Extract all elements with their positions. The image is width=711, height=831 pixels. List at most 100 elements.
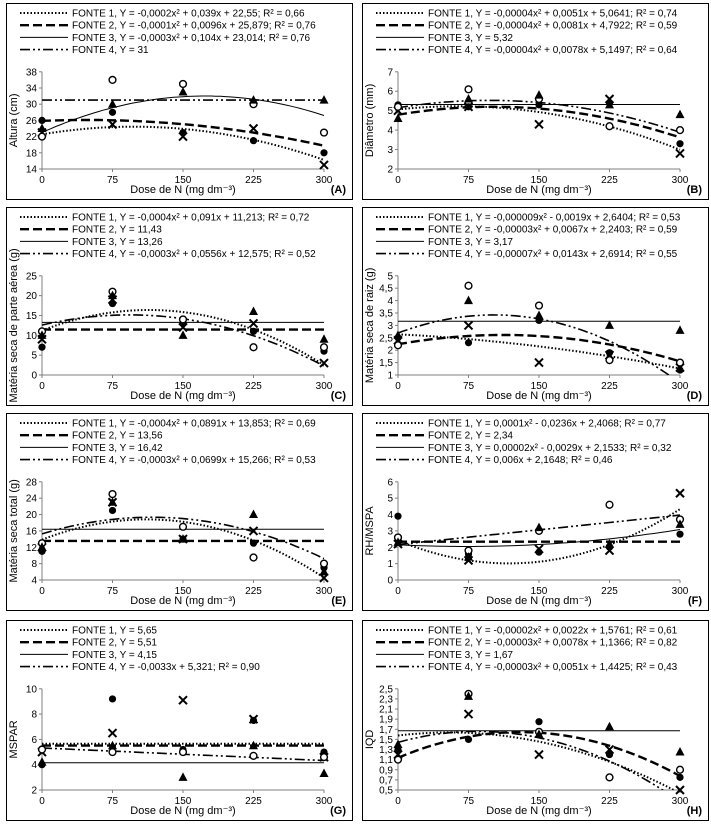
panel-letter: (B) xyxy=(687,184,703,196)
x-tick-label: 225 xyxy=(601,381,618,392)
y-tick-label: 1,7 xyxy=(379,725,393,736)
point-fonte4 xyxy=(393,537,403,546)
point-fonte3 xyxy=(319,343,329,352)
x-axis-title: Dose de N (mg dm⁻³) xyxy=(486,595,591,607)
point-fonte1 xyxy=(249,327,258,335)
point-fonte2 xyxy=(534,544,544,554)
fit-curve-3 xyxy=(398,529,681,547)
y-tick-label: 4 xyxy=(31,576,37,587)
y-tick-label: 4,5 xyxy=(379,284,393,295)
legend: FONTE 1, Y = -0,000009x² - 0,0019x + 2,6… xyxy=(376,213,681,260)
y-tick-label: 0,9 xyxy=(379,765,393,776)
data-points xyxy=(393,689,685,795)
y-tick-label: 3,5 xyxy=(379,309,393,320)
legend-item: FONTE 3, Y = 5,32 xyxy=(376,33,513,44)
y-tick-label: 24 xyxy=(26,494,38,505)
point-fonte3 xyxy=(675,765,685,774)
y-tick-label: 8 xyxy=(31,710,37,721)
legend-label-3: FONTE 3, Y = 0,00002x² - 0,0029x + 2,153… xyxy=(428,443,672,454)
point-fonte2 xyxy=(178,695,188,705)
legend-item: FONTE 1, Y = -0,00004x² + 0,0051x + 5,06… xyxy=(376,9,678,20)
point-fonte1 xyxy=(108,108,117,116)
legend-label-1: FONTE 1, Y = -0,00004x² + 0,0051x + 5,06… xyxy=(428,9,678,20)
x-axis-title: Dose de N (mg dm⁻³) xyxy=(130,390,235,402)
point-fonte4 xyxy=(605,721,614,731)
x-tick-label: 300 xyxy=(672,175,689,186)
point-fonte2 xyxy=(248,123,259,134)
point-fonte2 xyxy=(675,785,685,795)
legend-label-4: FONTE 4, Y = -0,0003x² + 0,0556x + 12,57… xyxy=(72,249,316,260)
x-tick-label: 300 xyxy=(672,586,689,597)
point-fonte1 xyxy=(249,137,258,145)
y-tick-label: 4 xyxy=(387,296,393,307)
point-fonte2 xyxy=(178,131,188,142)
x-tick-label: 75 xyxy=(107,175,119,186)
y-axis-title: MSPAR xyxy=(8,720,20,758)
x-tick-label: 0 xyxy=(39,381,45,392)
point-fonte3 xyxy=(178,79,188,89)
x-axis-title: Dose de N (mg dm⁻³) xyxy=(130,184,235,196)
y-tick-label: 8 xyxy=(31,559,37,570)
x-axis-title: Dose de N (mg dm⁻³) xyxy=(486,805,591,817)
point-fonte3 xyxy=(675,126,685,135)
panel-frame xyxy=(6,3,353,200)
x-tick-label: 225 xyxy=(601,586,618,597)
legend-label-4: FONTE 4, Y = -0,0033x + 5,321; R² = 0,90 xyxy=(72,662,260,673)
panel-b: FONTE 1, Y = -0,00004x² + 0,0051x + 5,06… xyxy=(362,3,709,200)
point-fonte4 xyxy=(675,519,685,528)
point-fonte3 xyxy=(108,747,117,757)
legend-item: FONTE 3, Y = 4,15 xyxy=(20,650,157,661)
data-points xyxy=(393,85,685,159)
point-fonte4 xyxy=(108,497,117,506)
point-fonte3 xyxy=(464,281,473,290)
legend: FONTE 1, Y = -0,00004x² + 0,0051x + 5,06… xyxy=(376,9,678,56)
panel-frame xyxy=(6,620,353,821)
y-tick-label: 3 xyxy=(387,145,393,156)
point-fonte3 xyxy=(319,559,329,568)
point-fonte3 xyxy=(37,132,47,141)
point-fonte3 xyxy=(534,301,544,310)
y-tick-label: 0,7 xyxy=(379,775,393,786)
y-tick-label: 2,5 xyxy=(379,333,393,344)
x-tick-label: 150 xyxy=(175,175,192,186)
point-fonte2 xyxy=(248,318,259,329)
point-fonte4 xyxy=(178,772,188,781)
x-tick-label: 0 xyxy=(395,381,401,392)
legend-item: FONTE 1, Y = -0,0002x² + 0,039x + 22,55;… xyxy=(20,9,305,20)
y-tick-label: 5 xyxy=(387,106,393,117)
data-points xyxy=(37,287,329,368)
fit-curve-1 xyxy=(398,508,681,565)
point-fonte4 xyxy=(393,113,403,122)
point-fonte1 xyxy=(249,539,258,547)
legend-item: FONTE 1, Y = 0,0001x² - 0,0236x + 2,4068… xyxy=(376,419,666,430)
legend-item: FONTE 4, Y = 0,006x + 2,1648; R² = 0,46 xyxy=(376,455,613,466)
point-fonte3 xyxy=(319,128,329,137)
legend-label-3: FONTE 3, Y = 1,67 xyxy=(428,650,513,661)
point-fonte3 xyxy=(319,753,329,762)
panel-frame xyxy=(6,413,353,611)
point-fonte4 xyxy=(108,99,117,108)
panel-letter: (G) xyxy=(330,805,346,817)
legend-item: FONTE 2, Y = -0,00003x² + 0,0078x + 1,13… xyxy=(376,638,678,649)
point-fonte2 xyxy=(675,148,685,159)
point-fonte3 xyxy=(393,341,403,350)
fit-curve-2 xyxy=(42,118,325,147)
point-fonte4 xyxy=(319,768,329,778)
panel-frame xyxy=(362,3,709,200)
legend-item: FONTE 3, Y = 16,42 xyxy=(20,443,163,454)
legend-label-4: FONTE 4, Y = 31 xyxy=(72,45,149,56)
point-fonte4 xyxy=(249,306,258,316)
y-axis-title: Diâmetro (mm) xyxy=(364,84,376,157)
point-fonte1 xyxy=(535,101,543,109)
legend-item: FONTE 4, Y = 31 xyxy=(20,45,149,56)
y-tick-label: 12 xyxy=(26,543,38,554)
x-axis-title: Dose de N (mg dm⁻³) xyxy=(130,805,235,817)
legend-item: FONTE 1, Y = 5,65 xyxy=(20,626,157,637)
y-tick-label: 2 xyxy=(31,786,37,797)
point-fonte1 xyxy=(38,116,46,124)
point-fonte3 xyxy=(393,755,403,764)
y-tick-label: 1,5 xyxy=(379,735,393,746)
panel-f: FONTE 1, Y = 0,0001x² - 0,0236x + 2,4068… xyxy=(362,413,709,611)
